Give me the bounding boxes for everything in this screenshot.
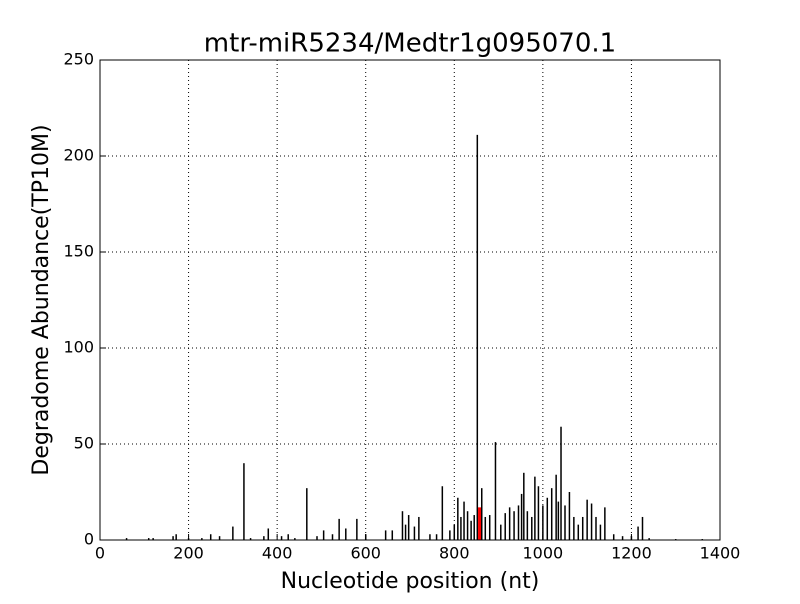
x-tick-label: 0 [95,544,105,563]
x-tick-label: 800 [439,544,470,563]
x-tick-label: 1000 [522,544,563,563]
x-tick-label: 1200 [611,544,652,563]
x-tick-label: 200 [173,544,204,563]
x-tick-label: 400 [262,544,293,563]
x-tick-label: 1400 [700,544,741,563]
y-tick-label: 150 [63,242,94,261]
y-tick-label: 0 [84,530,94,549]
y-tick-label: 200 [63,146,94,165]
y-tick-label: 50 [74,434,94,453]
chart-title: mtr-miR5234/Medtr1g095070.1 [204,29,616,59]
plot-frame [99,59,721,541]
y-tick-label: 250 [63,50,94,69]
y-tick-label: 100 [63,338,94,357]
x-axis-label: Nucleotide position (nt) [281,569,540,594]
y-axis-label: Degradome Abundance(TP10M) [29,124,54,475]
x-tick-label: 600 [350,544,381,563]
